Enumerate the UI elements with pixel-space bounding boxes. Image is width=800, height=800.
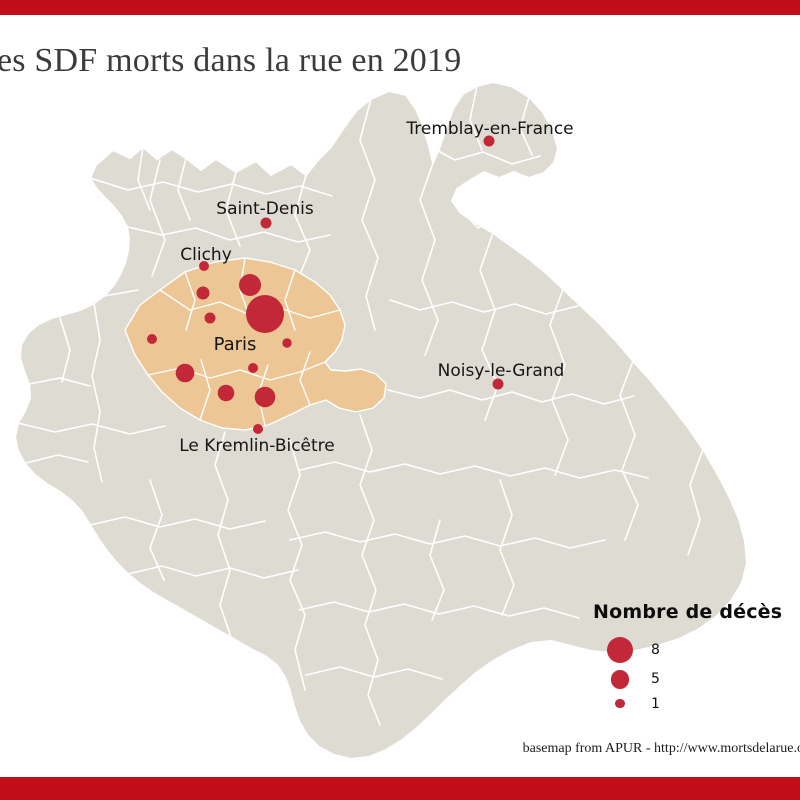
city-label-tremblay-en-france: Tremblay-en-France	[405, 119, 573, 139]
top-border-bar	[0, 0, 800, 15]
city-label-saint-denis: Saint-Denis	[216, 199, 314, 219]
legend-item: 8	[593, 637, 793, 663]
city-label-noisy-le-grand: Noisy-le-Grand	[438, 361, 565, 381]
legend-circle-icon	[607, 637, 633, 663]
paris-area	[124, 257, 387, 431]
death-count-marker	[196, 286, 210, 300]
death-count-marker	[147, 334, 157, 344]
city-label-le-kremlin-bic-tre: Le Kremlin-Bicêtre	[179, 436, 335, 456]
death-count-marker	[175, 363, 195, 383]
legend-title: Nombre de décès	[593, 601, 783, 623]
legend-item: 1	[593, 696, 793, 712]
death-count-marker	[239, 274, 261, 296]
death-count-marker	[204, 312, 216, 324]
city-labels: Tremblay-en-France Saint-Denis Clichy Paris…	[179, 119, 573, 456]
basemap	[14, 81, 748, 760]
arrondissement-boundaries	[147, 257, 341, 426]
legend-circle-icon	[610, 670, 630, 689]
death-count-marker	[260, 217, 272, 229]
attribution-text: basemap from APUR - http://www.mortsdela…	[522, 741, 800, 756]
legend-items: 8 5 1	[593, 637, 793, 712]
legend-circle-icon	[615, 698, 625, 709]
death-count-marker	[248, 363, 258, 373]
commune-boundaries	[17, 85, 704, 726]
death-count-marker	[253, 424, 263, 434]
city-label-clichy: Clichy	[180, 245, 232, 265]
legend-value: 5	[651, 671, 660, 688]
bottom-border-bar	[0, 777, 800, 800]
death-count-marker	[282, 338, 292, 348]
death-count-markers	[147, 135, 504, 434]
death-count-marker	[246, 295, 284, 333]
death-count-marker	[483, 135, 495, 147]
legend-item: 5	[593, 670, 793, 689]
legend: Nombre de décès 8 5 1	[593, 601, 793, 719]
death-count-marker	[217, 384, 235, 402]
death-count-marker	[254, 386, 276, 408]
page-title: es SDF morts dans la rue en 2019	[0, 42, 462, 79]
death-count-marker	[492, 378, 504, 390]
legend-value: 8	[651, 642, 660, 658]
legend-value: 1	[651, 695, 660, 712]
city-label-paris: Paris	[214, 334, 257, 355]
death-count-marker	[199, 261, 209, 271]
